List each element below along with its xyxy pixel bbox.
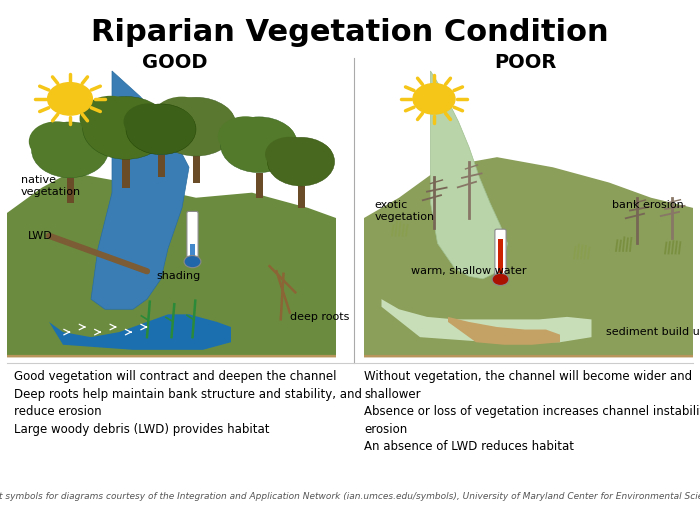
Text: Most symbols for diagrams courtesy of the Integration and Application Network (i: Most symbols for diagrams courtesy of th… [0,492,700,501]
Polygon shape [382,299,592,342]
Polygon shape [49,314,231,350]
Polygon shape [7,172,336,355]
Circle shape [413,84,455,114]
Circle shape [155,97,237,156]
FancyBboxPatch shape [190,244,195,258]
Text: Riparian Vegetation Condition: Riparian Vegetation Condition [91,18,609,47]
Polygon shape [364,157,693,355]
FancyBboxPatch shape [193,156,200,183]
Text: deep roots: deep roots [290,312,350,322]
Text: LWD: LWD [28,231,52,241]
Circle shape [218,116,273,157]
Circle shape [265,137,314,172]
FancyBboxPatch shape [364,307,693,357]
Circle shape [492,273,509,285]
Circle shape [126,104,196,155]
FancyBboxPatch shape [298,186,304,208]
Circle shape [267,137,335,186]
Circle shape [32,122,108,177]
Text: POOR: POOR [494,53,556,72]
Text: warm, shallow water: warm, shallow water [412,266,526,276]
Circle shape [246,121,295,157]
Circle shape [220,117,298,172]
Circle shape [184,256,201,268]
FancyBboxPatch shape [256,172,262,198]
Circle shape [124,103,174,140]
FancyBboxPatch shape [187,211,198,260]
Text: native
vegetation: native vegetation [21,175,81,197]
Circle shape [57,126,106,162]
Polygon shape [91,71,189,309]
FancyBboxPatch shape [122,159,130,188]
FancyBboxPatch shape [7,307,336,357]
FancyBboxPatch shape [158,155,164,177]
Polygon shape [430,71,508,279]
Text: exotic
vegetation: exotic vegetation [374,200,435,222]
Circle shape [148,107,195,140]
Circle shape [83,96,169,159]
Text: bank erosion: bank erosion [612,200,685,210]
FancyBboxPatch shape [498,239,503,275]
Text: sediment build up: sediment build up [606,327,700,337]
Circle shape [80,96,142,141]
Circle shape [153,97,211,139]
FancyBboxPatch shape [66,178,74,203]
Circle shape [111,101,167,142]
Circle shape [289,141,333,172]
Circle shape [182,101,234,140]
Polygon shape [364,183,693,357]
Text: Without vegetation, the channel will become wider and
shallower
Absence or loss : Without vegetation, the channel will bec… [364,370,700,453]
Polygon shape [448,317,560,345]
Text: GOOD: GOOD [142,53,208,72]
Text: shading: shading [156,271,201,281]
FancyBboxPatch shape [495,229,506,278]
Text: Good vegetation will contract and deepen the channel
Deep roots help maintain ba: Good vegetation will contract and deepen… [14,370,362,436]
Circle shape [29,121,84,162]
Polygon shape [7,198,336,357]
Circle shape [48,83,92,115]
